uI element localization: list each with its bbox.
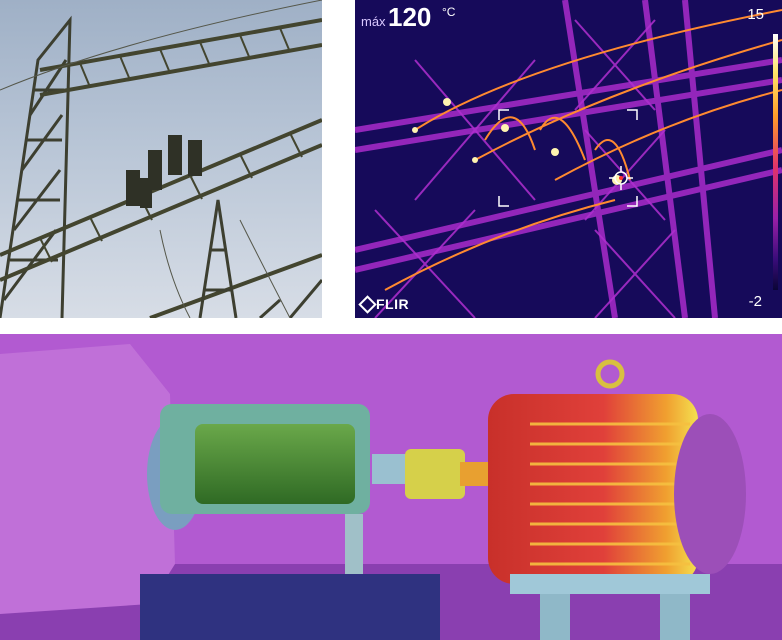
temperature-scale-bar [773,34,778,290]
flir-logo-text: FLIR [376,296,410,312]
max-temperature-value: 120 [388,2,432,32]
thermal-image-motor [0,334,782,640]
flir-logo-icon [358,294,377,314]
flir-logo: FLIR [358,294,410,314]
scale-max-value: 15 [747,6,764,23]
crosshair-icon [609,166,633,190]
thermal-image-substation: máx 120 °C 15 -2 FLIR [355,0,782,318]
temperature-unit: °C [442,5,456,19]
motor-thermal-drawing [0,334,782,640]
substation-structure-drawing [0,0,322,318]
visible-photo-substation [0,0,322,318]
max-label: máx [361,14,386,29]
thermal-structure-drawing [355,0,782,318]
measurement-box [498,109,638,207]
scale-min-value: -2 [748,293,762,310]
